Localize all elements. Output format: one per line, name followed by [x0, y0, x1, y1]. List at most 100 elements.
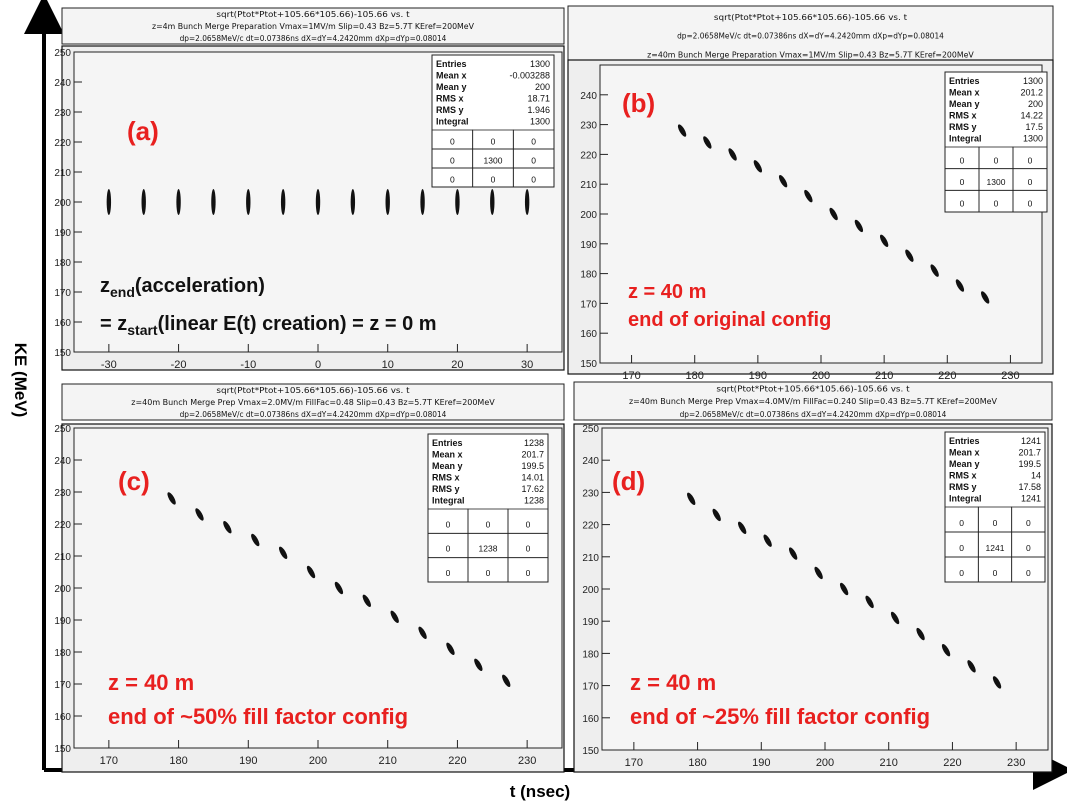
- data-point: [703, 136, 712, 149]
- y-tick-label: 180: [582, 649, 599, 660]
- y-tick-label: 160: [54, 318, 71, 329]
- x-tick-label: 210: [379, 755, 397, 767]
- y-tick-label: 170: [582, 682, 599, 693]
- stats-key: Mean y: [436, 82, 467, 92]
- data-point: [753, 160, 763, 173]
- stats-key: RMS y: [949, 122, 977, 132]
- x-tick-label: 180: [686, 370, 704, 382]
- stats-grid-value: 0: [1026, 568, 1031, 578]
- x-tick-label: 190: [239, 755, 257, 767]
- stats-grid-value: 1238: [479, 544, 498, 554]
- y-tick-label: 230: [580, 121, 597, 132]
- stats-grid-cell: [1011, 556, 1046, 583]
- x-tick-label: 220: [938, 370, 956, 382]
- stats-key: RMS y: [949, 482, 977, 492]
- data-point: [890, 611, 900, 625]
- data-point: [916, 627, 925, 641]
- y-tick-label: 240: [54, 78, 71, 89]
- stats-key: Integral: [432, 496, 465, 506]
- figure-xlabel: t (nsec): [509, 782, 571, 801]
- y-tick-label: 170: [54, 288, 71, 299]
- data-point: [829, 207, 838, 221]
- y-tick-label: 160: [582, 714, 599, 725]
- panel-title-line: z=40m Bunch Merge Prep Vmax=2.0MV/m Fill…: [131, 398, 495, 407]
- y-tick-label: 190: [54, 228, 71, 239]
- y-tick-label: 220: [582, 521, 599, 532]
- stats-key: Integral: [949, 134, 982, 144]
- stats-value: 17.58: [1018, 482, 1041, 492]
- y-tick-label: 150: [582, 746, 599, 757]
- data-point: [687, 492, 696, 506]
- stats-grid-value: 0: [526, 544, 531, 554]
- panel-label: (c): [118, 466, 150, 496]
- data-point: [280, 189, 286, 215]
- data-point: [251, 533, 260, 547]
- stats-value: 1300: [530, 59, 550, 69]
- data-point: [879, 234, 889, 248]
- y-tick-label: 180: [54, 648, 71, 659]
- stats-key: RMS y: [436, 105, 464, 115]
- x-tick-label: -20: [171, 359, 187, 371]
- stats-grid-cell: [1012, 189, 1048, 213]
- stats-key: Mean x: [949, 448, 980, 458]
- x-tick-label: 190: [749, 370, 767, 382]
- x-tick-label: 10: [382, 359, 394, 371]
- x-tick-label: 220: [448, 755, 466, 767]
- data-point: [778, 175, 788, 188]
- data-point: [420, 189, 425, 215]
- panel-title-line: sqrt(Ptot*Ptot+105.66*105.66)-105.66 vs.…: [714, 13, 907, 22]
- data-point: [941, 643, 951, 657]
- panel-annotation-line: end of ~50% fill factor config: [108, 704, 408, 729]
- y-tick-label: 220: [54, 520, 71, 531]
- stats-grid-value: 1300: [987, 177, 1006, 187]
- stats-value: 199.5: [521, 461, 544, 471]
- stats-key: RMS x: [432, 473, 460, 483]
- data-point: [390, 610, 399, 623]
- x-tick-label: 210: [875, 370, 893, 382]
- panel-title-box: [573, 381, 1053, 421]
- panel-annotation-line: end of ~25% fill factor config: [630, 704, 930, 729]
- stats-box: [431, 54, 555, 188]
- panel-title-line: dp=2.0658MeV/c dt=0.07386ns dX=dY=4.2420…: [677, 32, 944, 41]
- data-point: [106, 189, 112, 215]
- stats-value: 1238: [524, 438, 544, 448]
- stats-key: Mean x: [436, 71, 467, 81]
- y-tick-label: 200: [54, 584, 71, 595]
- data-point: [141, 189, 146, 215]
- y-tick-label: 190: [582, 617, 599, 628]
- stats-grid-value: 0: [491, 136, 496, 146]
- y-tick-label: 230: [582, 488, 599, 499]
- stats-grid-cell: [512, 167, 555, 188]
- stats-grid-value: 0: [1028, 177, 1033, 187]
- stats-key: Entries: [949, 436, 980, 446]
- panel-title-line: sqrt(Ptot*Ptot+105.66*105.66)-105.66 vs.…: [716, 385, 909, 394]
- stats-key: RMS x: [436, 94, 464, 104]
- data-point: [905, 249, 914, 262]
- stats-value: 1300: [1023, 76, 1043, 86]
- stats-grid-value: 0: [994, 155, 999, 165]
- data-point: [502, 674, 511, 687]
- stats-value: 201.7: [521, 450, 544, 460]
- x-tick-label: 230: [1001, 370, 1019, 382]
- data-point: [738, 521, 747, 535]
- x-tick-label: 210: [880, 757, 898, 769]
- y-tick-label: 250: [54, 48, 71, 59]
- y-tick-label: 250: [54, 424, 71, 435]
- stats-grid-value: 0: [1028, 199, 1033, 209]
- stats-grid-value: 0: [1026, 543, 1031, 553]
- stats-grid-value: 0: [994, 199, 999, 209]
- stats-grid-value: 0: [450, 155, 455, 165]
- panel-title-line: dp=2.0658MeV/c dt=0.07386ns dX=dY=4.2420…: [680, 410, 947, 419]
- panel-title-line: dp=2.0658MeV/c dt=0.07386ns dX=dY=4.2420…: [180, 34, 447, 43]
- stats-grid-value: 0: [526, 568, 531, 578]
- y-tick-label: 210: [582, 553, 599, 564]
- panel-annotation-line: = zstart(linear E(t) creation) = z = 0 m: [100, 313, 437, 338]
- stats-key: Entries: [432, 438, 463, 448]
- x-tick-label: 200: [812, 370, 830, 382]
- panel-title-box: [567, 5, 1054, 63]
- data-point: [992, 676, 1002, 689]
- data-point: [211, 189, 216, 215]
- stats-grid-value: 0: [959, 543, 964, 553]
- stats-key: Entries: [949, 76, 980, 86]
- data-point: [474, 658, 483, 671]
